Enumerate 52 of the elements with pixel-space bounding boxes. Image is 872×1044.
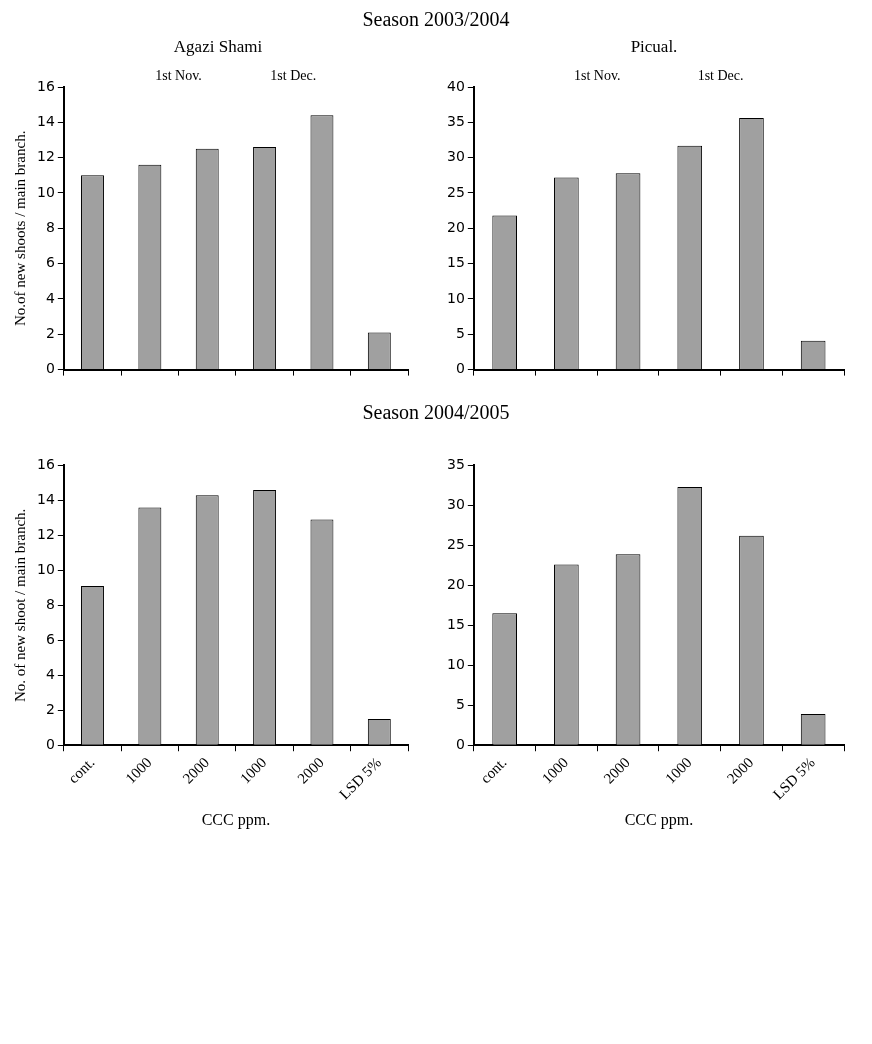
text: 1st Dec.	[270, 67, 317, 83]
y-tick-label: 10	[36, 560, 55, 577]
y-axis-title: No. of new shoot / main branch.	[11, 508, 28, 702]
text: 1st Dec.	[697, 67, 744, 83]
x-tick-label: LSD 5%	[769, 754, 819, 803]
y-tick-label: 2	[45, 700, 55, 717]
y-tick-label: 10	[36, 183, 55, 200]
y-tick-label: 5	[455, 324, 465, 341]
y-tick-label: 0	[45, 735, 55, 752]
y-tick-label: 15	[446, 615, 465, 632]
y-tick-label: 35	[446, 112, 465, 129]
x-axis-title: CCC ppm.	[624, 810, 694, 829]
y-tick-label: 0	[45, 360, 55, 377]
text: 1st Nov.	[573, 67, 621, 83]
text: 1st Nov.	[155, 67, 202, 83]
y-tick-label: 8	[45, 218, 55, 235]
y-tick-label: 5	[455, 695, 465, 712]
y-tick-label: 20	[446, 575, 465, 592]
y-tick-label: 10	[446, 655, 465, 672]
y-tick-label: 20	[446, 218, 465, 235]
x-tick-label: 1000	[538, 754, 572, 787]
x-tick-label: cont.	[477, 754, 510, 787]
chart-subtitle: Picual.	[629, 37, 679, 58]
x-tick-label: LSD 5%	[336, 754, 385, 803]
chart-title: Season 2004/2005	[361, 401, 511, 424]
x-axis-title: CCC ppm.	[201, 810, 271, 829]
y-tick-label: 10	[446, 289, 465, 306]
y-tick-label: 4	[45, 289, 55, 306]
y-tick-label: 12	[36, 526, 55, 542]
y-tick-label: 40	[446, 77, 465, 94]
y-tick-label: 8	[45, 595, 55, 612]
y-tick-label: 35	[446, 456, 465, 473]
y-tick-label: 6	[45, 630, 55, 647]
y-tick-label: 25	[446, 183, 465, 200]
y-tick-label: 14	[36, 491, 55, 508]
y-axis-title: No.of new shoots / main branch.	[11, 130, 28, 326]
y-tick-label: 4	[45, 665, 55, 682]
x-tick-label: cont.	[65, 754, 98, 787]
chart-title: Season 2003/2004	[361, 8, 511, 31]
y-tick-label: 15	[446, 254, 465, 271]
y-tick-label: 30	[446, 148, 465, 165]
y-tick-label: 14	[36, 112, 55, 129]
y-tick-label: 2	[45, 324, 55, 341]
y-tick-label: 16	[36, 456, 55, 473]
chart-subtitle: Agazi Shami	[172, 37, 264, 58]
y-tick-label: 0	[455, 735, 465, 752]
y-tick-label: 30	[446, 496, 465, 513]
y-tick-label: 16	[36, 77, 55, 94]
y-tick-label: 6	[45, 254, 55, 271]
y-tick-label: 0	[455, 360, 465, 377]
y-tick-label: 25	[446, 536, 465, 552]
y-tick-label: 12	[36, 148, 55, 165]
